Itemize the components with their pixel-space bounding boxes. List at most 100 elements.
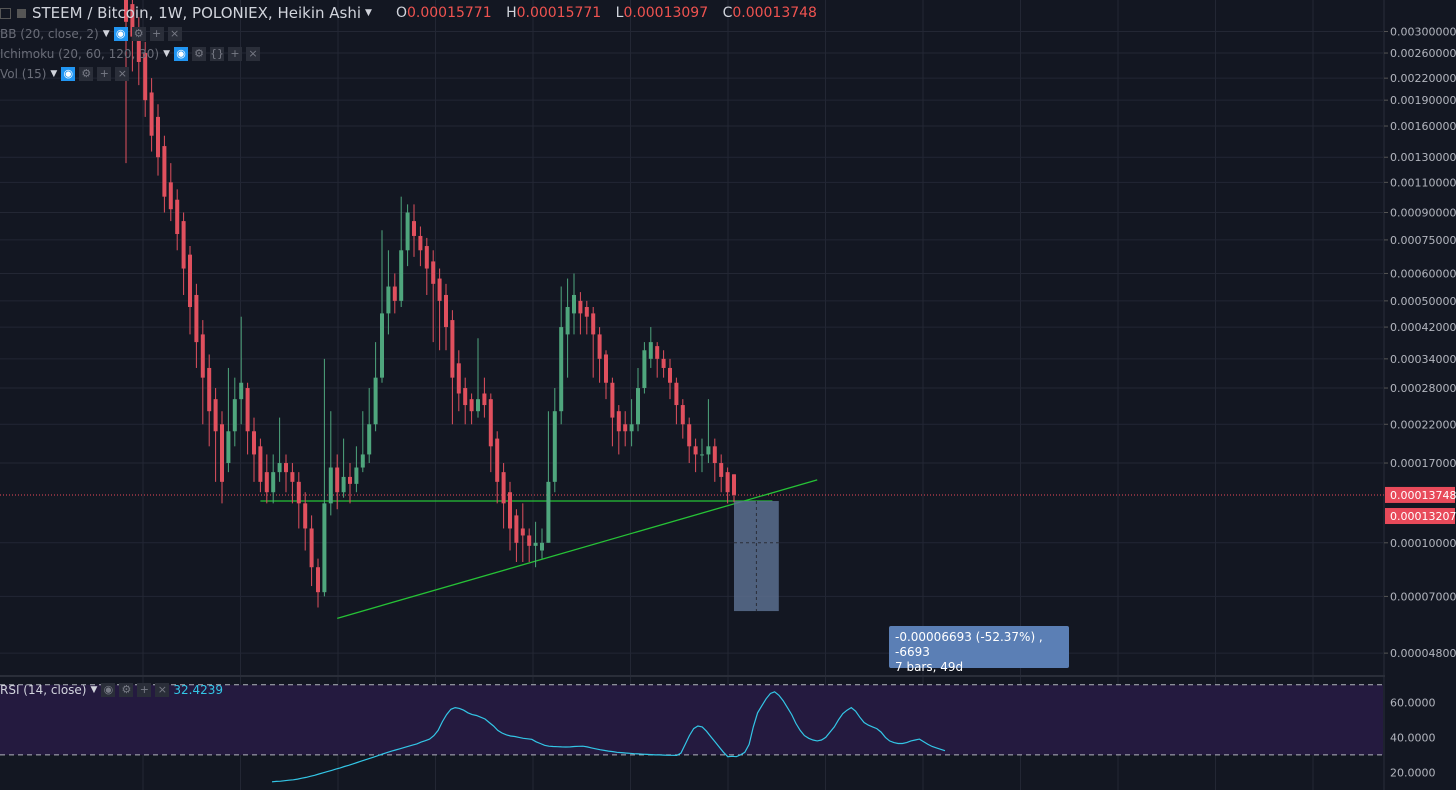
candle-body <box>143 53 148 101</box>
rsi-settings-icon[interactable]: ⚙ <box>119 683 134 697</box>
candle-body <box>367 424 372 455</box>
rsi-add-icon[interactable]: + <box>137 683 152 697</box>
price-tick-label: 0.00010000 <box>1390 537 1456 550</box>
bb-eye-icon[interactable]: ◉ <box>113 27 128 41</box>
price-tick-label: 0.00060000 <box>1390 267 1456 280</box>
close-label: C <box>722 5 733 21</box>
price-tick-label: 0.00220000 <box>1390 72 1456 85</box>
candle-body <box>335 467 340 493</box>
collapse-icon[interactable] <box>0 7 11 19</box>
candle-body <box>399 250 404 301</box>
bb-close-icon[interactable]: × <box>167 27 182 41</box>
price-tick-label: 0.00130000 <box>1390 151 1456 164</box>
symbol-title[interactable]: STEEM / Bitcoin, 1W, POLONIEX, Heikin As… <box>32 4 362 22</box>
candle-body <box>456 363 461 394</box>
vol-label[interactable]: Vol (15) <box>0 67 47 81</box>
rsi-current-value: 32.4239 <box>173 683 224 697</box>
vol-dropdown-icon[interactable]: ▼ <box>50 69 58 79</box>
bb-settings-icon[interactable]: ⚙ <box>131 27 146 41</box>
current-price-badge-text: 0.00013748 <box>1390 489 1456 502</box>
vol-close-icon[interactable]: × <box>115 67 130 81</box>
price-tick-label: 0.00017000 <box>1390 457 1456 470</box>
candle-body <box>648 342 653 359</box>
bb-dropdown-icon[interactable]: ▼ <box>102 29 110 39</box>
candle-body <box>719 463 724 477</box>
candle-body <box>354 467 359 484</box>
candle-body <box>668 367 672 383</box>
candle-body <box>188 254 192 308</box>
close-value: 0.00013748 <box>732 5 817 21</box>
ichimoku-dropdown-icon[interactable]: ▼ <box>163 49 170 59</box>
rsi-series <box>271 691 946 783</box>
price-tick-label: 0.00022000 <box>1390 418 1456 431</box>
ichimoku-source-icon[interactable]: {} <box>210 47 224 61</box>
rsi-legend: RSI (14, close) ▼ ◉ ⚙ + × 32.4239 <box>0 682 223 698</box>
symbol-legend: STEEM / Bitcoin, 1W, POLONIEX, Heikin As… <box>0 3 817 23</box>
candle-body <box>616 411 621 432</box>
rsi-band-fill <box>0 684 1383 755</box>
ichimoku-settings-icon[interactable]: ⚙ <box>192 47 206 61</box>
symbol-dropdown-icon[interactable]: ▼ <box>365 8 372 18</box>
candle-body <box>623 424 628 432</box>
candle-body <box>264 472 269 493</box>
rsi-close-icon[interactable]: × <box>155 683 170 697</box>
candle-body <box>514 515 519 543</box>
ichimoku-label[interactable]: Ichimoku (20, 60, 120, 30) <box>0 47 160 61</box>
high-label: H <box>506 5 517 21</box>
price-tick-label: 0.00190000 <box>1390 94 1456 107</box>
candle-body <box>303 503 308 529</box>
candle-body <box>296 481 301 504</box>
candle-body <box>533 542 538 546</box>
candle-body <box>232 399 237 432</box>
ichimoku-close-icon[interactable]: × <box>246 47 260 61</box>
candle-body <box>552 411 557 482</box>
candle-body <box>271 472 276 493</box>
candle-body <box>405 212 410 251</box>
vol-settings-icon[interactable]: ⚙ <box>79 67 94 81</box>
candle-body <box>636 388 640 425</box>
line-price-badge <box>1385 508 1455 525</box>
open-value: 0.00015771 <box>406 5 492 21</box>
rsi-tick-label: 40.0000 <box>1390 731 1436 744</box>
ichimoku-add-icon[interactable]: + <box>228 47 242 61</box>
price-tick-label: 0.00028000 <box>1390 382 1456 395</box>
candle-body <box>373 377 378 425</box>
candle-body <box>629 424 634 432</box>
candle-body <box>706 446 711 455</box>
open-label: O <box>395 5 407 21</box>
candle-body <box>693 446 698 455</box>
candle-body <box>495 438 500 482</box>
ichimoku-legend: Ichimoku (20, 60, 120, 30) ▼ ◉ ⚙ {} + × <box>0 46 260 62</box>
candle-body <box>444 294 448 328</box>
candle-body <box>412 221 416 236</box>
candle-body <box>245 388 250 432</box>
candle-body <box>290 472 295 482</box>
candle-body <box>700 454 704 456</box>
rsi-eye-icon[interactable]: ◉ <box>101 683 116 697</box>
rsi-tick-label: 60.0000 <box>1390 696 1436 709</box>
candle-body <box>482 393 487 406</box>
candle-body <box>469 399 474 412</box>
candle-body <box>578 300 583 314</box>
current-price-badge <box>1385 486 1455 503</box>
line-price-badge-text: 0.00013207 <box>1390 510 1456 523</box>
vol-add-icon[interactable]: + <box>97 67 112 81</box>
symbol-square-icon <box>17 8 26 18</box>
vol-eye-icon[interactable]: ◉ <box>61 67 76 81</box>
price-tick-label: 0.00260000 <box>1390 47 1456 60</box>
candle-body <box>584 307 589 317</box>
rsi-line <box>271 691 946 783</box>
candle-body <box>437 278 442 301</box>
candle-body <box>309 528 314 568</box>
candle-body <box>239 382 244 400</box>
bb-label[interactable]: BB (20, close, 2) <box>0 27 99 41</box>
axis-background <box>1385 0 1456 790</box>
price-tick-label: 0.00007000 <box>1390 590 1456 603</box>
ichimoku-eye-icon[interactable]: ◉ <box>174 47 188 61</box>
bb-add-icon[interactable]: + <box>149 27 164 41</box>
rsi-label[interactable]: RSI (14, close) <box>0 683 87 697</box>
candle-body <box>194 294 199 343</box>
rsi-dropdown-icon[interactable]: ▼ <box>90 685 98 695</box>
candle-body <box>156 116 160 158</box>
